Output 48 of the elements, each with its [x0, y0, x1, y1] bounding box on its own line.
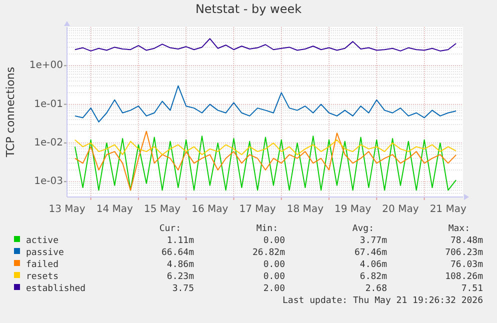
text: 6.82m [360, 272, 387, 282]
text: Cur: [159, 224, 181, 234]
text: 108.26m [445, 272, 483, 282]
text: 3.77m [360, 236, 387, 246]
line-series [74, 139, 457, 156]
text: Max: [448, 224, 470, 234]
legend-label: resets [26, 272, 59, 282]
text: 26.82m [252, 248, 285, 258]
line-series [74, 38, 457, 52]
y-tick-label: 1e+00 [29, 60, 63, 72]
text: 4.86m [166, 260, 194, 270]
text: 0.00 [263, 260, 285, 270]
text: 3.75 [172, 284, 194, 294]
y-tick-label: 1e-02 [34, 137, 63, 148]
text: 2.68 [365, 284, 387, 294]
text: Min: [256, 224, 278, 234]
y-axis-title: TCP connections [4, 66, 17, 158]
legend-label: established [26, 284, 86, 294]
legend-label: active [26, 236, 59, 246]
legend-label: passive [26, 248, 64, 258]
x-tick-label: 15 May [144, 204, 181, 215]
text: 67.46m [354, 248, 387, 258]
x-tick-label: 16 May [192, 204, 228, 215]
legend-label: failed [26, 260, 59, 270]
x-tick-label: 21 May [430, 204, 466, 215]
text: 66.64m [161, 248, 194, 258]
text: 1.11m [166, 236, 194, 246]
text: Last update: Thu May 21 19:26:32 2026 [282, 296, 483, 306]
x-tick-label: 13 May [48, 204, 86, 215]
x-tick-label: 20 May [382, 204, 419, 215]
x-tick-label: 19 May [334, 204, 372, 215]
text: 2.00 [263, 284, 285, 294]
text: 78.48m [450, 236, 483, 246]
text: 6.23m [166, 272, 194, 282]
text: 76.03m [450, 260, 483, 270]
text: 7.51 [461, 284, 483, 294]
text: 0.00 [263, 272, 285, 282]
text: 4.06m [360, 260, 387, 270]
line-series [74, 85, 457, 122]
x-tick-label: 17 May [239, 204, 276, 215]
chart-title: Netstat - by week [195, 2, 302, 16]
y-tick-label: 1e-03 [34, 176, 63, 188]
text: 0.00 [263, 236, 285, 246]
y-tick-label: 1e-01 [34, 98, 63, 110]
x-tick-label: 14 May [96, 204, 134, 215]
x-tick-label: 18 May [286, 204, 324, 215]
text: Avg: [352, 224, 374, 234]
text: 706.23m [445, 248, 483, 258]
